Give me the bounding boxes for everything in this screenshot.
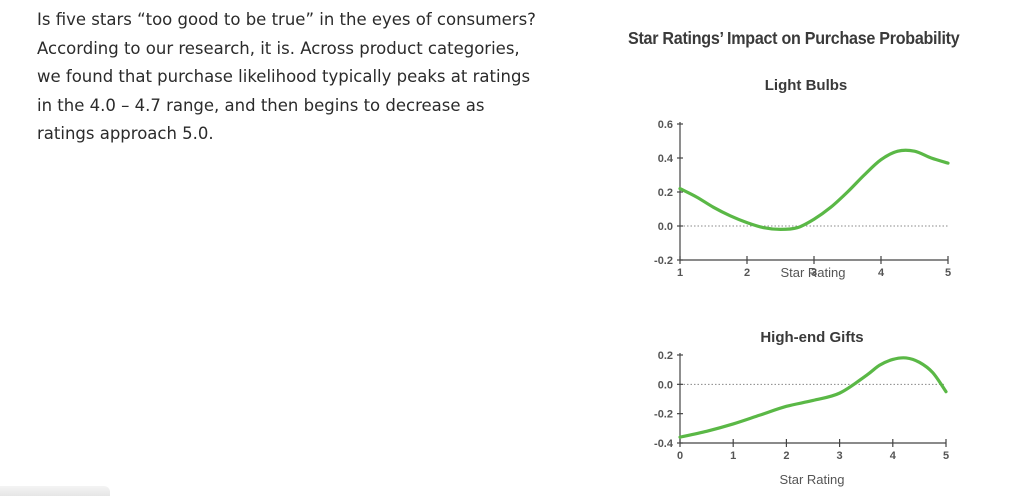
x-tick-label: 5 [943, 450, 949, 462]
y-tick-label: 0.0 [658, 379, 673, 391]
x-tick-label: 3 [837, 450, 843, 462]
x-tick-label: 4 [890, 450, 897, 462]
y-tick-label: 0.0 [658, 221, 673, 233]
x-tick-label: 2 [744, 267, 750, 279]
y-tick-label: -0.2 [654, 255, 673, 267]
high-end-gifts-chart: High-end Gifts Star Rating -0.4 -0.2 0.0 0.… [654, 329, 949, 487]
y-tick-label: 0.2 [658, 187, 673, 199]
x-tick-label: 4 [878, 267, 885, 279]
series-line [678, 356, 948, 439]
x-tick-label: 2 [783, 450, 789, 462]
x-tick-label: 3 [811, 267, 817, 279]
article-paragraph: Is five stars “too good to be true” in t… [37, 10, 536, 143]
y-tick-label: 0.2 [658, 350, 673, 362]
scroll-edge-shadow [0, 486, 110, 496]
chart-title: High-end Gifts [760, 329, 863, 346]
y-tick-label: 0.6 [658, 119, 673, 131]
light-bulbs-chart: Light Bulbs Star Rating -0.2 0.0 0.2 0.4 0.6… [654, 77, 951, 280]
y-tick-label: 0.4 [658, 153, 674, 165]
figure-title: Star Ratings’ Impact on Purchase Probabi… [628, 28, 960, 48]
series-line [678, 148, 950, 231]
x-tick-label: 5 [945, 267, 951, 279]
x-tick-label: 1 [677, 267, 683, 279]
chart-title: Light Bulbs [765, 77, 848, 94]
x-axis-label: Star Rating [780, 265, 845, 280]
y-tick-label: -0.4 [654, 438, 674, 450]
x-tick-label: 1 [730, 450, 736, 462]
chart-figure: Star Ratings’ Impact on Purchase Probabi… [610, 24, 1024, 495]
y-tick-label: -0.2 [654, 409, 673, 421]
x-tick-label: 0 [677, 450, 683, 462]
x-axis-label: Star Rating [779, 472, 844, 487]
